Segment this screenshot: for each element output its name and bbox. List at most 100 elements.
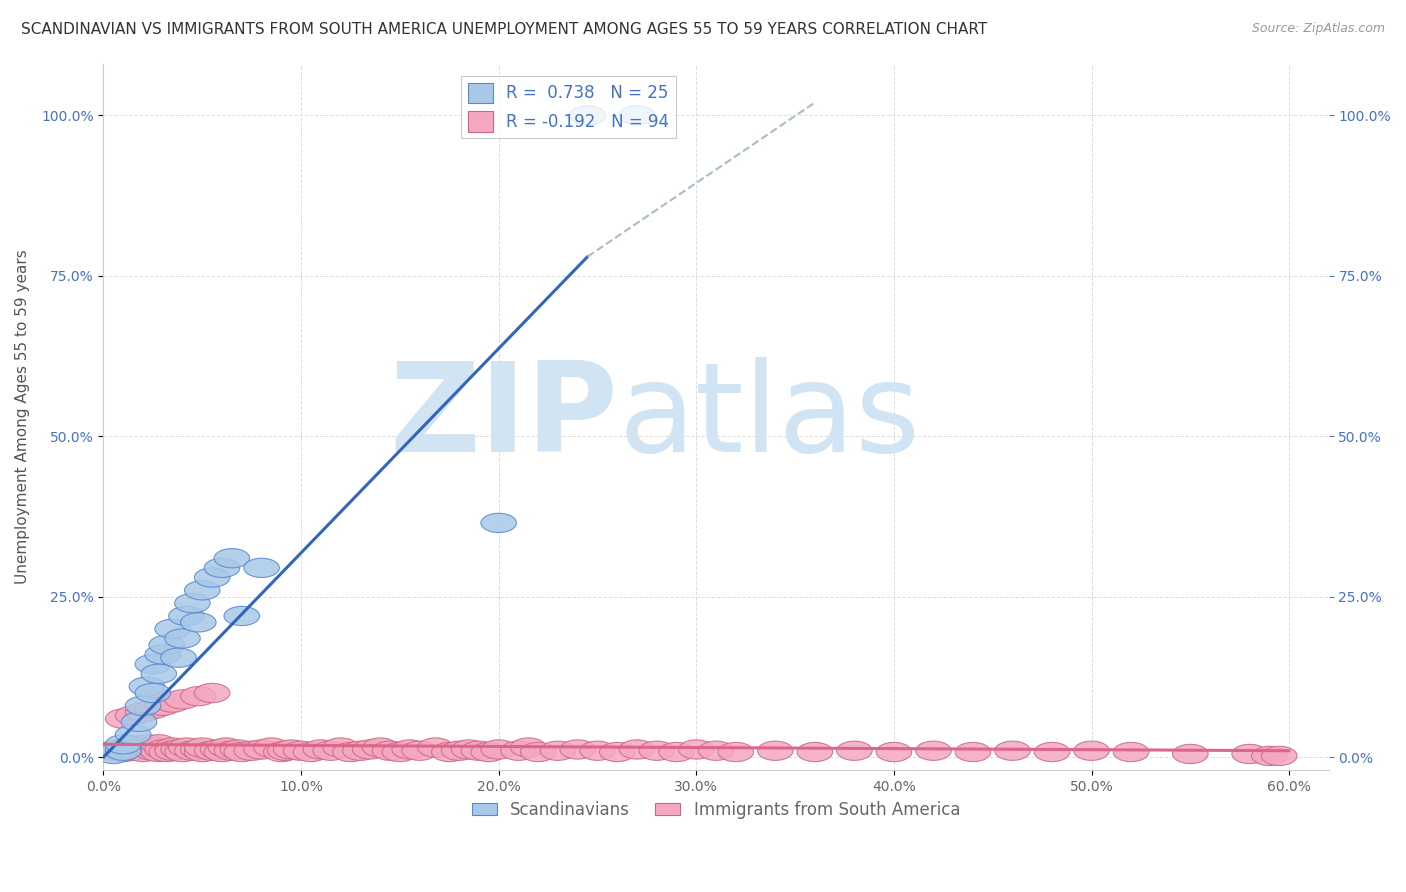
Ellipse shape bbox=[204, 742, 240, 762]
Legend: Scandinavians, Immigrants from South America: Scandinavians, Immigrants from South Ame… bbox=[465, 794, 967, 825]
Ellipse shape bbox=[1261, 747, 1296, 765]
Ellipse shape bbox=[214, 549, 250, 568]
Ellipse shape bbox=[105, 735, 141, 754]
Ellipse shape bbox=[180, 739, 217, 759]
Ellipse shape bbox=[105, 741, 141, 760]
Ellipse shape bbox=[540, 741, 575, 760]
Ellipse shape bbox=[333, 742, 368, 762]
Ellipse shape bbox=[200, 739, 236, 759]
Ellipse shape bbox=[208, 738, 243, 757]
Ellipse shape bbox=[174, 741, 209, 760]
Ellipse shape bbox=[363, 738, 398, 757]
Ellipse shape bbox=[221, 739, 256, 759]
Ellipse shape bbox=[224, 607, 260, 625]
Ellipse shape bbox=[915, 741, 952, 760]
Ellipse shape bbox=[373, 741, 408, 760]
Ellipse shape bbox=[263, 742, 299, 762]
Ellipse shape bbox=[520, 742, 555, 762]
Ellipse shape bbox=[699, 741, 734, 760]
Ellipse shape bbox=[481, 513, 516, 533]
Ellipse shape bbox=[1114, 742, 1149, 762]
Y-axis label: Unemployment Among Ages 55 to 59 years: Unemployment Among Ages 55 to 59 years bbox=[15, 250, 30, 584]
Ellipse shape bbox=[184, 742, 221, 762]
Ellipse shape bbox=[194, 568, 231, 587]
Ellipse shape bbox=[125, 703, 160, 722]
Ellipse shape bbox=[115, 706, 150, 725]
Ellipse shape bbox=[402, 741, 437, 760]
Ellipse shape bbox=[679, 739, 714, 759]
Ellipse shape bbox=[174, 593, 209, 613]
Ellipse shape bbox=[353, 739, 388, 759]
Ellipse shape bbox=[135, 738, 170, 757]
Ellipse shape bbox=[1251, 747, 1286, 765]
Ellipse shape bbox=[160, 648, 197, 667]
Ellipse shape bbox=[149, 742, 184, 762]
Ellipse shape bbox=[955, 742, 991, 762]
Ellipse shape bbox=[155, 738, 190, 757]
Ellipse shape bbox=[101, 739, 136, 759]
Ellipse shape bbox=[441, 741, 477, 760]
Ellipse shape bbox=[451, 739, 486, 759]
Ellipse shape bbox=[129, 738, 165, 757]
Ellipse shape bbox=[135, 741, 170, 760]
Ellipse shape bbox=[184, 738, 221, 757]
Ellipse shape bbox=[579, 741, 616, 760]
Ellipse shape bbox=[96, 744, 131, 764]
Ellipse shape bbox=[1232, 744, 1267, 764]
Ellipse shape bbox=[145, 696, 180, 715]
Ellipse shape bbox=[659, 742, 695, 762]
Ellipse shape bbox=[382, 742, 418, 762]
Ellipse shape bbox=[169, 738, 204, 757]
Ellipse shape bbox=[273, 739, 309, 759]
Ellipse shape bbox=[155, 741, 190, 760]
Ellipse shape bbox=[141, 665, 177, 683]
Ellipse shape bbox=[718, 742, 754, 762]
Ellipse shape bbox=[105, 742, 141, 762]
Ellipse shape bbox=[141, 742, 177, 762]
Ellipse shape bbox=[619, 739, 655, 759]
Ellipse shape bbox=[392, 739, 427, 759]
Ellipse shape bbox=[314, 741, 349, 760]
Ellipse shape bbox=[149, 635, 184, 655]
Ellipse shape bbox=[481, 739, 516, 759]
Ellipse shape bbox=[994, 741, 1031, 760]
Ellipse shape bbox=[1074, 741, 1109, 760]
Ellipse shape bbox=[125, 696, 160, 715]
Ellipse shape bbox=[461, 741, 496, 760]
Ellipse shape bbox=[418, 738, 453, 757]
Ellipse shape bbox=[180, 613, 217, 632]
Ellipse shape bbox=[837, 741, 872, 760]
Text: atlas: atlas bbox=[619, 357, 920, 477]
Ellipse shape bbox=[243, 558, 280, 577]
Ellipse shape bbox=[569, 106, 606, 125]
Text: ZIP: ZIP bbox=[389, 357, 619, 477]
Ellipse shape bbox=[214, 741, 250, 760]
Ellipse shape bbox=[129, 677, 165, 696]
Ellipse shape bbox=[471, 742, 506, 762]
Ellipse shape bbox=[169, 607, 204, 625]
Ellipse shape bbox=[1035, 742, 1070, 762]
Text: SCANDINAVIAN VS IMMIGRANTS FROM SOUTH AMERICA UNEMPLOYMENT AMONG AGES 55 TO 59 Y: SCANDINAVIAN VS IMMIGRANTS FROM SOUTH AM… bbox=[21, 22, 987, 37]
Ellipse shape bbox=[294, 742, 329, 762]
Ellipse shape bbox=[510, 738, 546, 757]
Ellipse shape bbox=[323, 738, 359, 757]
Ellipse shape bbox=[129, 735, 165, 754]
Ellipse shape bbox=[599, 742, 636, 762]
Ellipse shape bbox=[180, 687, 217, 706]
Ellipse shape bbox=[121, 739, 157, 759]
Ellipse shape bbox=[243, 739, 280, 759]
Ellipse shape bbox=[110, 738, 145, 757]
Ellipse shape bbox=[283, 741, 319, 760]
Ellipse shape bbox=[233, 741, 270, 760]
Ellipse shape bbox=[115, 725, 150, 744]
Ellipse shape bbox=[194, 741, 231, 760]
Ellipse shape bbox=[304, 739, 339, 759]
Ellipse shape bbox=[343, 741, 378, 760]
Ellipse shape bbox=[194, 683, 231, 703]
Ellipse shape bbox=[267, 741, 304, 760]
Ellipse shape bbox=[165, 690, 200, 709]
Ellipse shape bbox=[165, 629, 200, 648]
Ellipse shape bbox=[135, 699, 170, 719]
Ellipse shape bbox=[432, 742, 467, 762]
Ellipse shape bbox=[501, 741, 536, 760]
